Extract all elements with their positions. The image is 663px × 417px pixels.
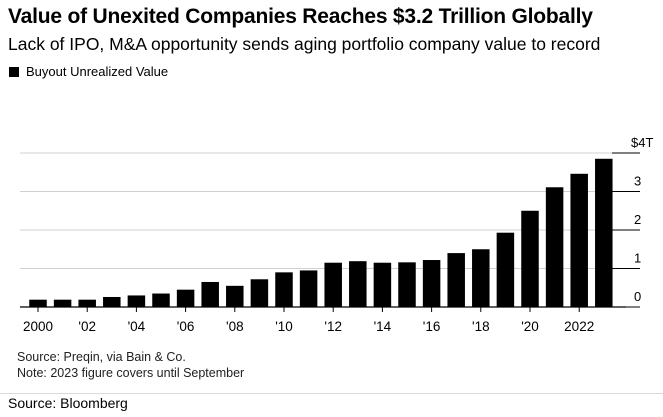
bar-2012 <box>324 262 342 307</box>
chart-legend: Buyout Unrealized Value <box>9 64 168 79</box>
bar-2010 <box>275 272 293 307</box>
bar-2007 <box>201 281 219 307</box>
x-tick-label: '20 <box>521 319 539 334</box>
footnote: Note: 2023 figure covers until September <box>17 366 245 380</box>
bar-2021 <box>545 187 564 307</box>
bar-2001 <box>53 299 72 307</box>
source-note: Source: Preqin, via Bain & Co. <box>17 350 186 364</box>
bar-2019 <box>496 232 515 307</box>
bar-2009 <box>250 279 269 307</box>
bar-2017 <box>447 253 465 307</box>
chart-subtitle: Lack of IPO, M&A opportunity sends aging… <box>8 34 601 54</box>
bar-2005 <box>152 293 170 307</box>
bar-2011 <box>299 270 318 307</box>
x-tick-label: '12 <box>324 319 342 334</box>
y-tick-label: 2 <box>634 212 641 227</box>
bar-2023 <box>595 158 613 307</box>
x-tick-label: '06 <box>177 319 195 334</box>
bar-2008 <box>226 285 244 307</box>
bar-2006 <box>176 289 195 307</box>
x-tick-label: '04 <box>128 319 146 334</box>
bar-2020 <box>521 210 539 307</box>
x-tick-label: '16 <box>423 319 441 334</box>
bar-2022 <box>570 173 588 307</box>
bar-2002 <box>78 299 96 307</box>
x-tick-label: '10 <box>275 319 293 334</box>
bar-2018 <box>472 249 490 307</box>
legend-swatch-icon <box>9 66 19 77</box>
bar-2003 <box>103 296 121 307</box>
chart-card: Value of Unexited Companies Reaches $3.2… <box>0 5 663 394</box>
outer-source: Source: Bloomberg <box>8 395 128 411</box>
x-tick-label: '14 <box>374 319 392 334</box>
bar-2014 <box>373 262 392 307</box>
x-tick-label: '02 <box>78 319 96 334</box>
x-tick-label: '18 <box>472 319 490 334</box>
bar-2016 <box>422 260 441 307</box>
bar-layer <box>29 158 613 307</box>
chart-title: Value of Unexited Companies Reaches $3.2… <box>8 5 593 28</box>
y-tick-label: 0 <box>634 289 641 304</box>
y-tick-label: 1 <box>634 251 641 266</box>
y-tick-label: $4T <box>631 135 653 150</box>
bar-chart: $4T 3 2 1 0 2000 '02 '04 '06 '08 '10 '12 '14 '16 '18 '2… <box>20 135 653 334</box>
legend-label: Buyout Unrealized Value <box>26 64 169 79</box>
bar-2004 <box>127 295 146 307</box>
y-tick-label: 3 <box>634 174 641 189</box>
x-tick-label: 2000 <box>23 319 53 334</box>
bar-2000 <box>29 299 47 307</box>
bar-2015 <box>398 262 416 307</box>
bar-2013 <box>349 261 367 307</box>
x-tick-label: '08 <box>226 319 244 334</box>
axis-layer: $4T 3 2 1 0 2000 '02 '04 '06 '08 '10 '12 '14 '16 '18 '2… <box>20 135 653 334</box>
x-tick-label: 2022 <box>564 319 594 334</box>
